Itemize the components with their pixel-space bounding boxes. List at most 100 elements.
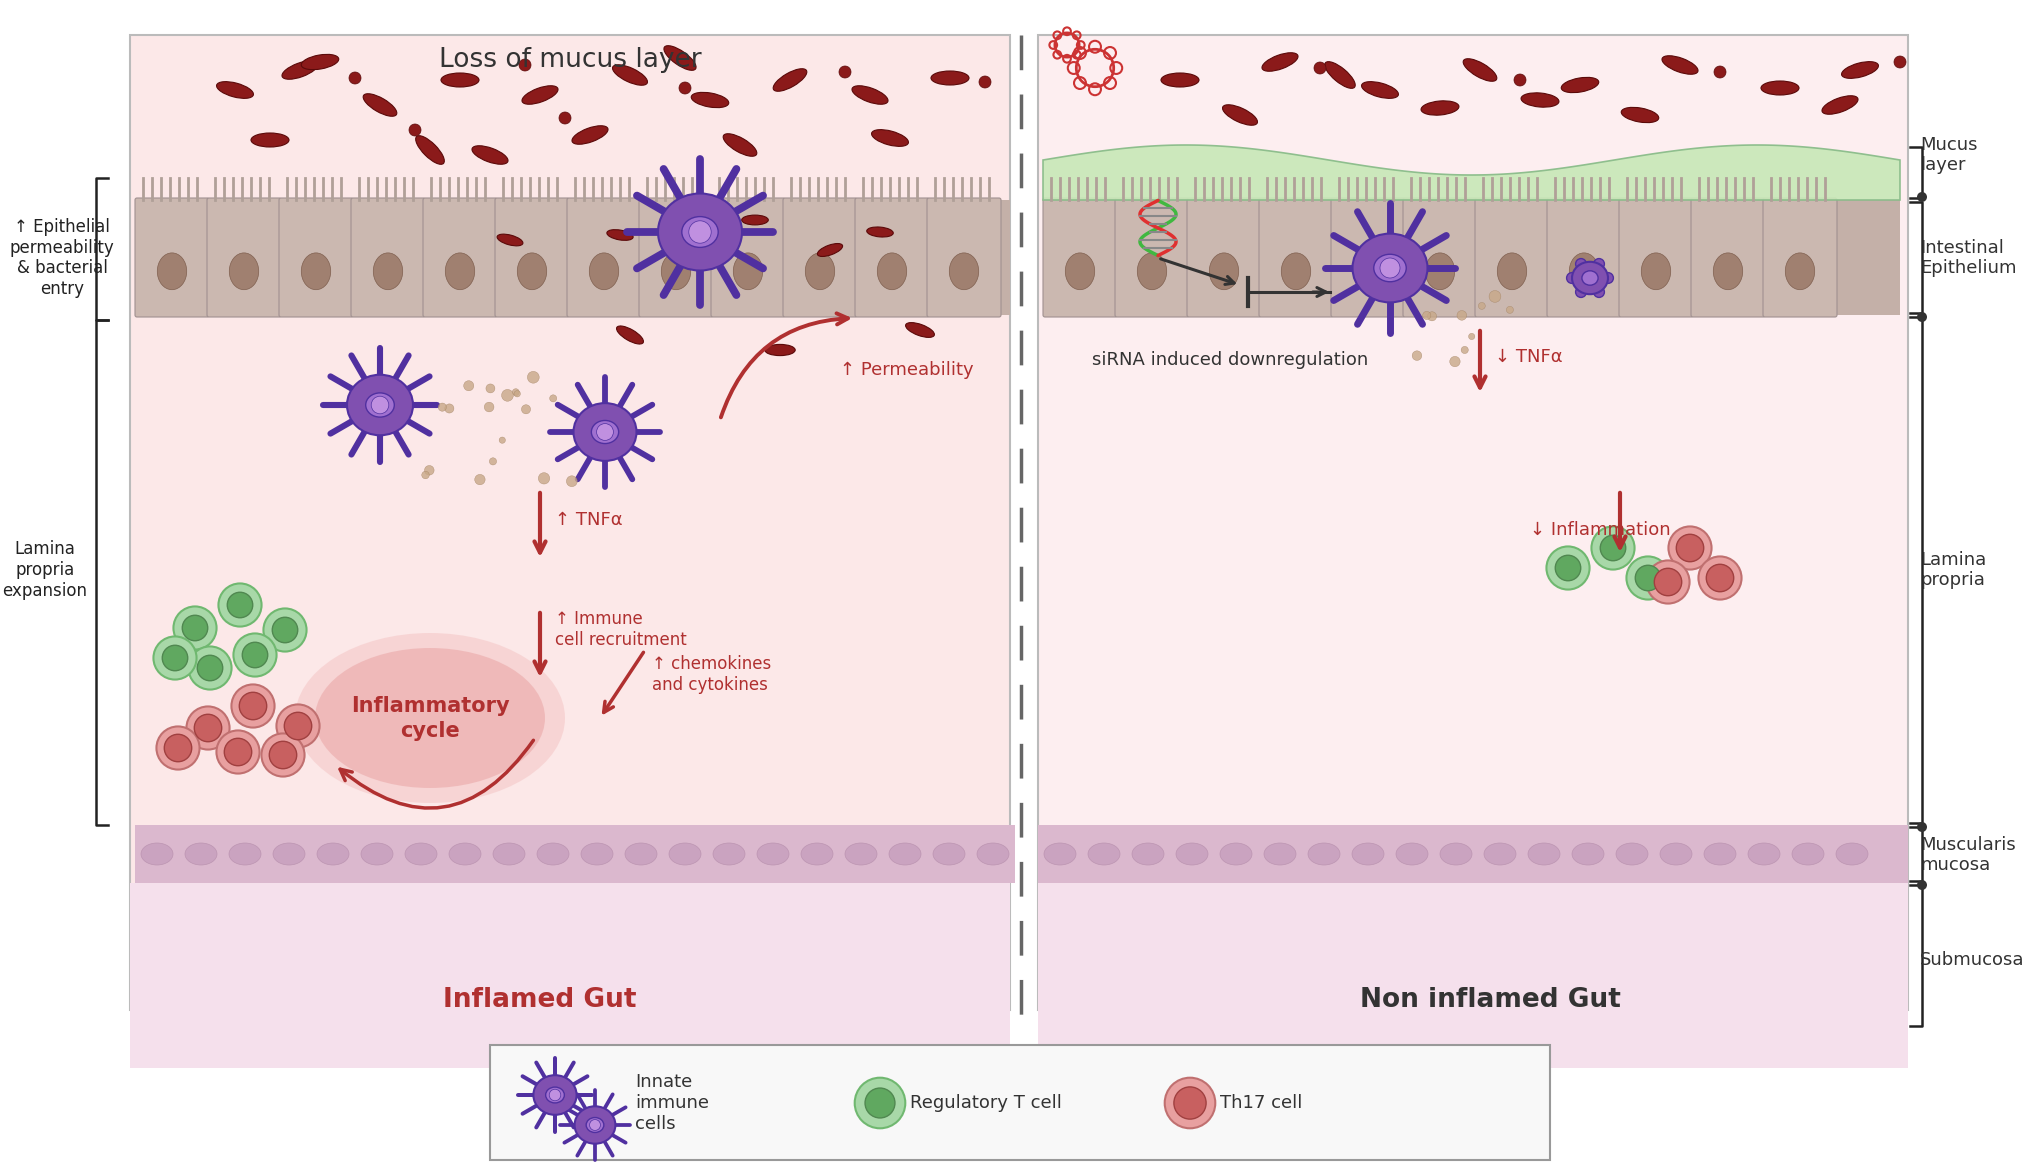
Ellipse shape bbox=[314, 647, 545, 788]
Ellipse shape bbox=[574, 1107, 615, 1143]
Circle shape bbox=[1413, 351, 1421, 361]
Circle shape bbox=[566, 476, 578, 486]
Ellipse shape bbox=[361, 842, 392, 865]
Ellipse shape bbox=[1223, 105, 1258, 126]
Text: ↑ Immune
cell recruitment: ↑ Immune cell recruitment bbox=[555, 610, 686, 649]
Ellipse shape bbox=[1785, 253, 1815, 290]
FancyBboxPatch shape bbox=[206, 199, 282, 317]
Text: ↓ Inflammation: ↓ Inflammation bbox=[1529, 521, 1670, 539]
Ellipse shape bbox=[186, 842, 216, 865]
Circle shape bbox=[263, 609, 306, 652]
FancyBboxPatch shape bbox=[927, 199, 1001, 317]
Text: Muscularis
mucosa: Muscularis mucosa bbox=[1919, 835, 2015, 874]
Circle shape bbox=[1313, 62, 1325, 74]
Ellipse shape bbox=[606, 229, 633, 241]
Ellipse shape bbox=[1354, 253, 1382, 290]
Circle shape bbox=[560, 112, 572, 125]
FancyBboxPatch shape bbox=[1403, 199, 1476, 317]
Circle shape bbox=[1917, 880, 1928, 889]
Circle shape bbox=[527, 371, 539, 383]
FancyBboxPatch shape bbox=[711, 199, 784, 317]
Ellipse shape bbox=[1352, 842, 1384, 865]
Circle shape bbox=[284, 712, 312, 740]
Circle shape bbox=[1646, 560, 1689, 604]
Circle shape bbox=[1707, 564, 1734, 592]
Ellipse shape bbox=[582, 842, 613, 865]
Ellipse shape bbox=[931, 70, 970, 85]
Text: Inflammatory: Inflammatory bbox=[351, 696, 508, 716]
Text: ↑ chemokines
and cytokines: ↑ chemokines and cytokines bbox=[651, 654, 772, 693]
Ellipse shape bbox=[758, 842, 788, 865]
Ellipse shape bbox=[1362, 81, 1399, 99]
Ellipse shape bbox=[1088, 842, 1119, 865]
Circle shape bbox=[549, 395, 557, 402]
Ellipse shape bbox=[1209, 253, 1239, 290]
FancyBboxPatch shape bbox=[135, 199, 208, 317]
Ellipse shape bbox=[1821, 95, 1858, 114]
Ellipse shape bbox=[976, 842, 1009, 865]
Ellipse shape bbox=[1264, 842, 1297, 865]
Ellipse shape bbox=[723, 134, 758, 156]
Ellipse shape bbox=[229, 842, 261, 865]
Ellipse shape bbox=[878, 253, 907, 290]
FancyBboxPatch shape bbox=[639, 199, 713, 317]
Circle shape bbox=[1458, 310, 1466, 321]
Ellipse shape bbox=[523, 86, 557, 105]
Ellipse shape bbox=[572, 126, 609, 145]
Circle shape bbox=[1450, 356, 1460, 367]
Ellipse shape bbox=[1570, 253, 1599, 290]
Ellipse shape bbox=[1713, 253, 1742, 290]
Ellipse shape bbox=[1325, 61, 1356, 88]
Circle shape bbox=[1174, 1087, 1207, 1119]
Ellipse shape bbox=[590, 253, 619, 290]
Circle shape bbox=[521, 404, 531, 414]
Circle shape bbox=[1917, 192, 1928, 202]
FancyBboxPatch shape bbox=[1115, 199, 1188, 317]
Ellipse shape bbox=[905, 323, 935, 337]
Circle shape bbox=[866, 1088, 894, 1117]
Ellipse shape bbox=[1836, 842, 1868, 865]
Circle shape bbox=[539, 472, 549, 484]
Ellipse shape bbox=[1421, 101, 1458, 115]
Ellipse shape bbox=[1131, 842, 1164, 865]
Text: Th17 cell: Th17 cell bbox=[1219, 1094, 1303, 1112]
Circle shape bbox=[182, 616, 208, 640]
FancyBboxPatch shape bbox=[1037, 825, 1907, 882]
Text: Loss of mucus layer: Loss of mucus layer bbox=[439, 47, 700, 73]
Ellipse shape bbox=[1066, 253, 1095, 290]
Ellipse shape bbox=[950, 253, 978, 290]
FancyBboxPatch shape bbox=[1037, 35, 1907, 1010]
Circle shape bbox=[1556, 556, 1581, 580]
Ellipse shape bbox=[1352, 234, 1427, 302]
Circle shape bbox=[549, 1089, 562, 1101]
Ellipse shape bbox=[1176, 842, 1209, 865]
FancyBboxPatch shape bbox=[1043, 200, 1899, 315]
Circle shape bbox=[596, 424, 613, 441]
Circle shape bbox=[1164, 1077, 1215, 1128]
Circle shape bbox=[1489, 290, 1501, 302]
Circle shape bbox=[978, 76, 990, 88]
Text: Regulatory T cell: Regulatory T cell bbox=[911, 1094, 1062, 1112]
Text: Non inflamed Gut: Non inflamed Gut bbox=[1360, 987, 1621, 1013]
Ellipse shape bbox=[1572, 262, 1607, 294]
FancyBboxPatch shape bbox=[423, 199, 496, 317]
Circle shape bbox=[1462, 347, 1468, 354]
Ellipse shape bbox=[1642, 253, 1670, 290]
Ellipse shape bbox=[625, 842, 658, 865]
Ellipse shape bbox=[533, 1075, 576, 1115]
Circle shape bbox=[439, 403, 447, 411]
Ellipse shape bbox=[933, 842, 966, 865]
Circle shape bbox=[239, 692, 268, 720]
FancyBboxPatch shape bbox=[1762, 199, 1838, 317]
Ellipse shape bbox=[670, 842, 700, 865]
Ellipse shape bbox=[1527, 842, 1560, 865]
Ellipse shape bbox=[517, 253, 547, 290]
Ellipse shape bbox=[1464, 59, 1497, 81]
FancyBboxPatch shape bbox=[494, 199, 570, 317]
Ellipse shape bbox=[662, 253, 690, 290]
FancyBboxPatch shape bbox=[1548, 199, 1621, 317]
Circle shape bbox=[1625, 557, 1670, 599]
Ellipse shape bbox=[1748, 842, 1781, 865]
Ellipse shape bbox=[1583, 270, 1599, 286]
Ellipse shape bbox=[1485, 842, 1515, 865]
